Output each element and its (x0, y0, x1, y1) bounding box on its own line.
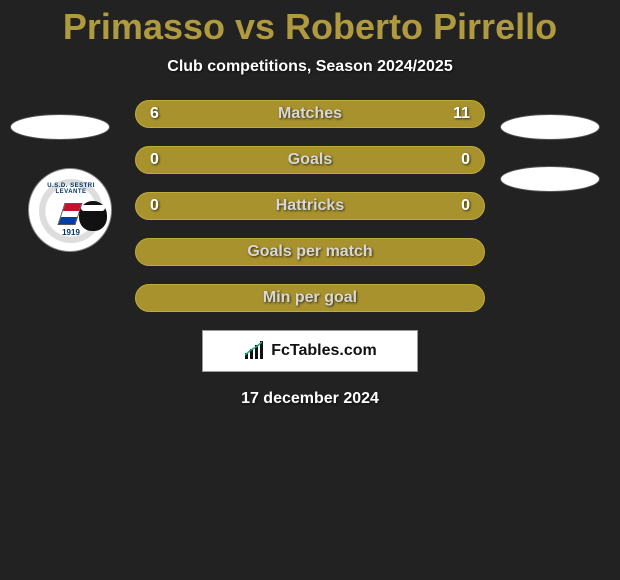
stat-row-matches: 6 Matches 11 (135, 100, 485, 128)
bar-chart-icon (243, 341, 267, 361)
club-badge-head-icon (79, 201, 107, 231)
page-title: Primasso vs Roberto Pirrello (0, 0, 620, 48)
player2-badge-placeholder (500, 114, 600, 140)
stat-label: Hattricks (136, 193, 484, 221)
stat-right-value: 11 (453, 101, 470, 129)
player1-badge-placeholder (10, 114, 110, 140)
stat-bars: 6 Matches 11 0 Goals 0 0 Hattricks 0 Goa… (135, 100, 485, 408)
club-badge: U.S.D. SESTRI LEVANTE 1919 (28, 168, 112, 252)
stat-row-goals: 0 Goals 0 (135, 146, 485, 174)
watermark: FcTables.com (202, 330, 418, 372)
player2-club-placeholder (500, 166, 600, 192)
stat-row-gpm: Goals per match (135, 238, 485, 266)
flag-stripe-3 (59, 217, 77, 224)
stat-right-value: 0 (461, 193, 470, 221)
stat-row-hattricks: 0 Hattricks 0 (135, 192, 485, 220)
stat-label: Matches (136, 101, 484, 129)
stat-right-value: 0 (461, 147, 470, 175)
stat-row-mpg: Min per goal (135, 284, 485, 312)
club-badge-text: U.S.D. SESTRI LEVANTE (39, 183, 103, 195)
flag-stripe-1 (63, 204, 81, 211)
generated-date: 17 december 2024 (135, 390, 485, 408)
stat-label: Min per goal (136, 285, 484, 313)
page-subtitle: Club competitions, Season 2024/2025 (0, 58, 620, 76)
club-badge-year: 1919 (39, 228, 103, 237)
watermark-text: FcTables.com (271, 342, 377, 360)
stat-label: Goals per match (136, 239, 484, 267)
flag-stripe-2 (61, 211, 79, 218)
stat-label: Goals (136, 147, 484, 175)
club-badge-inner: U.S.D. SESTRI LEVANTE 1919 (39, 179, 103, 243)
